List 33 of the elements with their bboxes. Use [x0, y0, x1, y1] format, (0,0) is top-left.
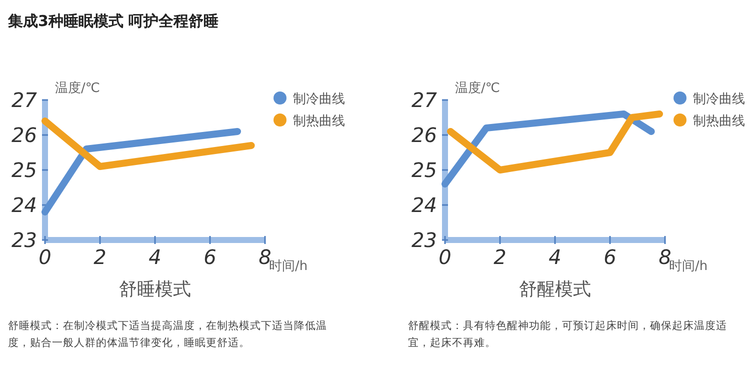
- x-tick-label: 8: [258, 245, 272, 269]
- x-axis-title: 时间/h: [269, 259, 308, 274]
- y-tick-label: 24: [12, 193, 37, 217]
- legend-label: 制热曲线: [693, 114, 745, 129]
- x-axis-title: 时间/h: [669, 259, 708, 274]
- x-tick-label: 0: [38, 245, 52, 269]
- x-tick-label: 6: [204, 245, 216, 269]
- x-tick-label: 8: [658, 245, 672, 269]
- text: 舒醒模式: [519, 279, 591, 300]
- y-tick-label: 27: [12, 88, 38, 112]
- y-tick-label: 25: [412, 158, 437, 182]
- x-tick-label: 2: [94, 245, 106, 269]
- x-tick-label: 0: [438, 245, 452, 269]
- legend-label: 制冷曲线: [293, 92, 345, 107]
- legend-label: 制热曲线: [293, 114, 345, 129]
- x-tick-label: 4: [148, 245, 162, 269]
- x-tick-label: 2: [494, 245, 506, 269]
- y-tick-label: 25: [12, 158, 37, 182]
- y-tick-label: 27: [412, 88, 438, 112]
- text: 集成3种睡眠模式 呵护全程舒睡: [8, 12, 219, 31]
- y-tick-label: 24: [412, 193, 437, 217]
- x-tick-label: 4: [548, 245, 562, 269]
- y-axis-title: 温度/℃: [55, 80, 100, 96]
- legend-label: 制冷曲线: [693, 92, 745, 107]
- text: 舒睡模式：在制冷模式下适当提高温度，在制热模式下适当降低温度，贴合一般人群的体温节律变化，睡眠更舒适。: [8, 319, 328, 351]
- y-tick-label: 26: [412, 123, 437, 147]
- text: 舒睡模式: [119, 279, 191, 300]
- y-tick-label: 23: [12, 228, 37, 252]
- x-tick-label: 6: [604, 245, 616, 269]
- text: 舒醒模式：具有特色醒神功能，可预订起床时间，确保起床温度适宜，起床不再难。: [408, 319, 728, 351]
- y-tick-label: 23: [412, 228, 437, 252]
- y-tick-label: 26: [12, 123, 37, 147]
- y-axis-title: 温度/℃: [455, 80, 500, 96]
